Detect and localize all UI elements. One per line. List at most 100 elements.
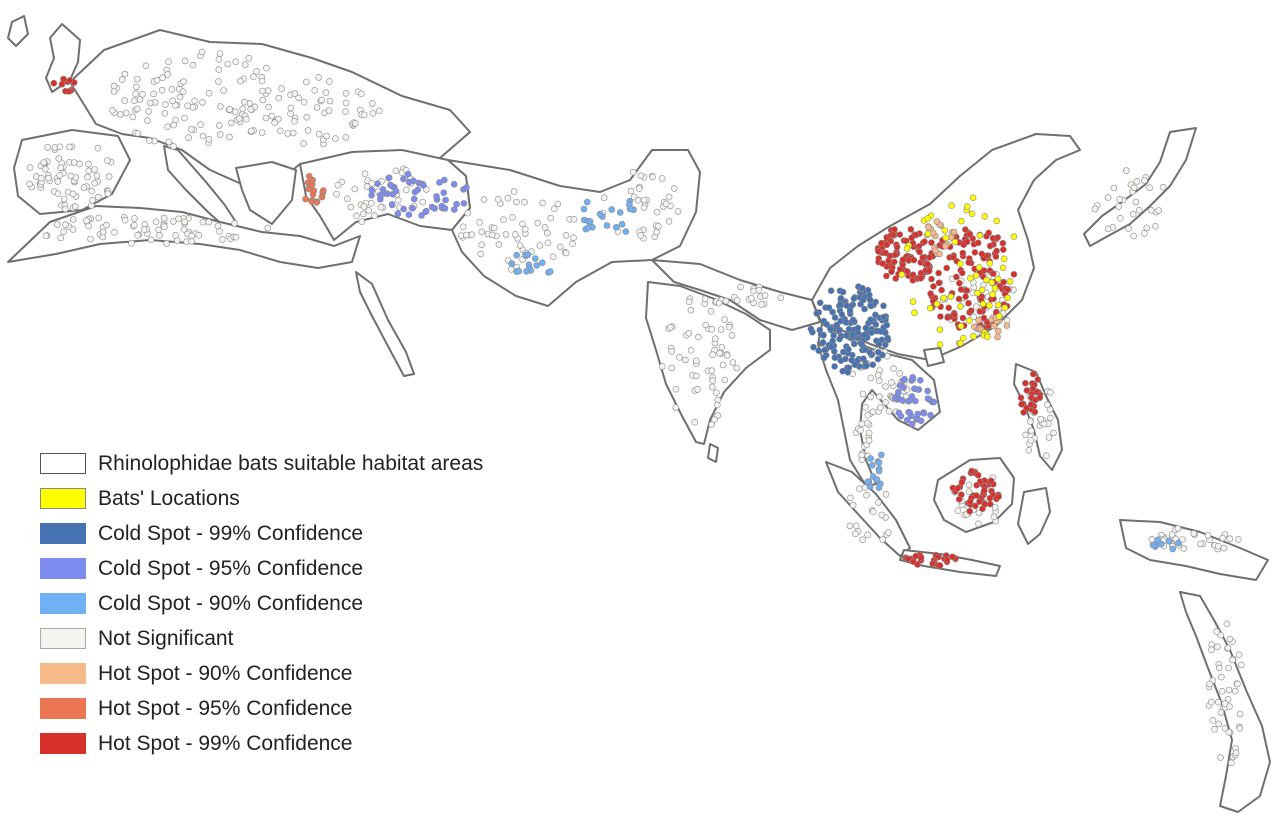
- habitat-point: [869, 361, 877, 369]
- habitat-point: [876, 393, 883, 400]
- habitat-point: [153, 76, 161, 84]
- habitat-point: [150, 90, 157, 98]
- habitat-point: [1130, 232, 1137, 240]
- map-legend: Rhinolophidae bats suitable habitat area…: [40, 446, 483, 761]
- habitat-point: [205, 89, 213, 97]
- habitat-point: [539, 199, 546, 207]
- habitat-point: [478, 228, 486, 236]
- habitat-point: [936, 326, 944, 333]
- habitat-point: [159, 74, 166, 81]
- habitat-point: [863, 491, 870, 499]
- habitat-point: [980, 487, 988, 494]
- habitat-point: [827, 343, 835, 351]
- legend-label: Bats' Locations: [98, 486, 240, 510]
- habitat-point: [556, 243, 564, 251]
- habitat-point: [966, 507, 974, 515]
- habitat-point: [265, 103, 272, 111]
- habitat-point: [1003, 322, 1011, 329]
- habitat-point: [367, 199, 375, 207]
- habitat-point: [909, 276, 917, 284]
- habitat-point: [197, 121, 204, 128]
- habitat-point: [305, 173, 313, 180]
- habitat-point: [958, 269, 966, 277]
- habitat-point: [867, 374, 875, 382]
- habitat-point: [250, 73, 257, 80]
- habitat-point: [864, 531, 872, 539]
- habitat-point: [583, 198, 591, 206]
- habitat-point: [570, 216, 578, 223]
- habitat-point: [460, 200, 468, 207]
- habitat-point: [410, 195, 418, 203]
- habitat-point: [640, 204, 648, 211]
- habitat-point: [85, 167, 93, 175]
- habitat-point: [975, 264, 983, 271]
- habitat-point: [829, 308, 836, 316]
- habitat-point: [1036, 394, 1043, 402]
- legend-swatch: [40, 733, 86, 754]
- habitat-point: [509, 214, 516, 221]
- habitat-point: [857, 426, 864, 434]
- habitat-point: [360, 203, 368, 210]
- habitat-point: [972, 272, 980, 279]
- habitat-point: [777, 294, 785, 302]
- habitat-point: [387, 181, 394, 189]
- habitat-point: [478, 241, 486, 248]
- habitat-point: [883, 272, 890, 280]
- habitat-point: [670, 185, 678, 192]
- habitat-point: [966, 317, 973, 324]
- habitat-point: [868, 461, 876, 469]
- habitat-point: [1211, 725, 1218, 733]
- habitat-point: [105, 173, 113, 180]
- habitat-point: [860, 331, 868, 339]
- habitat-point: [217, 103, 224, 110]
- habitat-point: [524, 251, 532, 259]
- habitat-point: [865, 437, 873, 444]
- habitat-point: [858, 451, 866, 459]
- habitat-point: [843, 302, 850, 309]
- habitat-point: [694, 386, 701, 393]
- habitat-point: [365, 207, 373, 214]
- habitat-point: [305, 185, 313, 193]
- habitat-point: [44, 144, 51, 151]
- habitat-point: [404, 170, 412, 178]
- habitat-point: [924, 230, 932, 237]
- habitat-point: [184, 102, 191, 109]
- hainan-outline: [923, 347, 945, 367]
- habitat-point: [872, 311, 879, 319]
- habitat-point: [155, 226, 162, 234]
- habitat-point: [1040, 420, 1048, 428]
- habitat-point: [836, 335, 843, 343]
- habitat-point: [837, 294, 845, 302]
- habitat-point: [1213, 628, 1220, 635]
- habitat-point: [66, 77, 74, 84]
- habitat-point: [596, 210, 604, 218]
- habitat-point: [970, 313, 978, 321]
- habitat-point: [181, 57, 189, 65]
- habitat-point: [854, 324, 862, 332]
- habitat-point: [954, 484, 962, 492]
- habitat-point: [668, 364, 676, 372]
- habitat-point: [907, 226, 915, 233]
- habitat-point: [60, 195, 68, 203]
- habitat-point: [990, 513, 998, 521]
- habitat-point: [87, 235, 94, 243]
- habitat-point: [180, 226, 188, 233]
- habitat-point: [716, 349, 723, 357]
- habitat-point: [978, 250, 986, 258]
- habitat-point: [875, 377, 883, 384]
- habitat-point: [264, 87, 272, 94]
- habitat-point: [829, 337, 837, 345]
- habitat-point: [990, 322, 998, 330]
- habitat-point: [880, 302, 887, 310]
- habitat-point: [358, 218, 366, 225]
- habitat-point: [521, 198, 528, 206]
- habitat-point: [936, 341, 944, 348]
- habitat-point: [1223, 620, 1231, 628]
- habitat-point: [83, 217, 90, 225]
- habitat-point: [179, 88, 187, 95]
- habitat-point: [394, 210, 402, 217]
- habitat-point: [459, 223, 467, 231]
- habitat-point: [502, 231, 510, 238]
- habitat-point: [80, 184, 88, 191]
- habitat-point: [1018, 400, 1025, 408]
